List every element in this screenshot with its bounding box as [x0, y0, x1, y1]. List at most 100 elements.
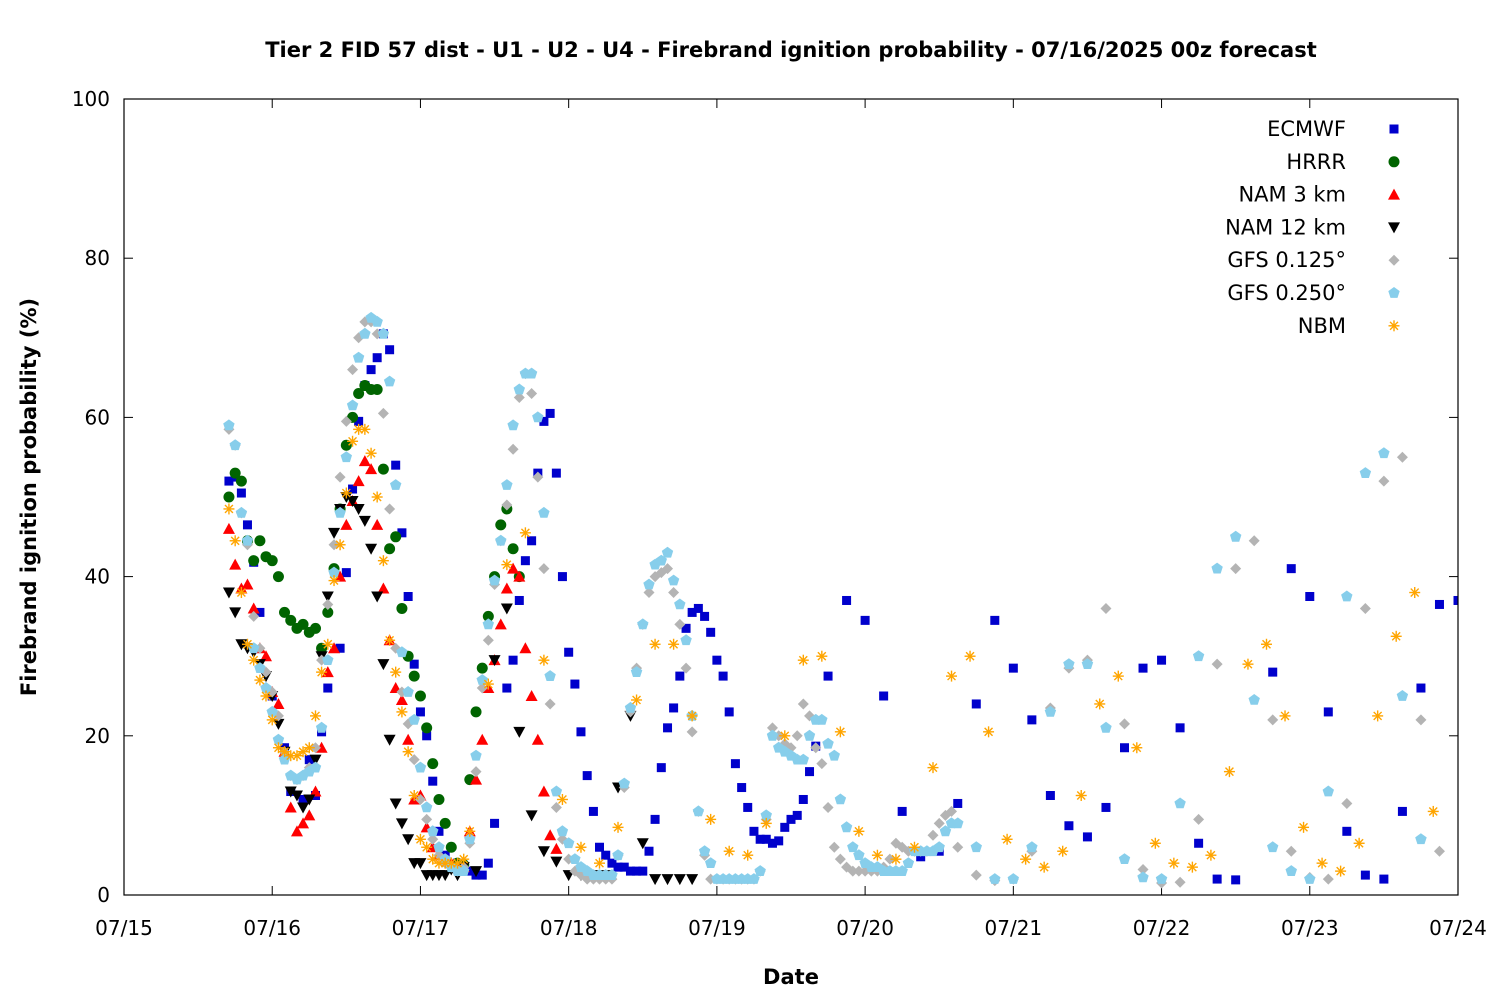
data-point-nbm [538, 654, 550, 666]
x-tick-label: 07/21 [985, 916, 1043, 940]
data-point-hrrr [310, 622, 322, 634]
data-point-ecmwf [508, 655, 518, 665]
legend-symbol-ecmwf [1389, 124, 1399, 134]
data-point-gfs-0-250 [507, 419, 519, 431]
data-point-ecmwf [1008, 663, 1018, 673]
legend-label: GFS 0.250° [1227, 281, 1346, 305]
data-point-nam-3-km [476, 733, 489, 745]
data-point-ecmwf [1305, 592, 1315, 601]
legend: ECMWF HRRR NAM 3 km NAM 12 km GFS 0.125° GFS … [1225, 117, 1400, 338]
data-point-gfs-0-250 [482, 618, 494, 630]
data-point-gfs-0-250 [853, 849, 865, 861]
legend-item-nam-3-km: NAM 3 km [1238, 183, 1400, 207]
data-point-gfs-0-250 [1267, 841, 1279, 853]
data-point-hrrr [371, 384, 383, 396]
data-point-nam-3-km [494, 618, 507, 630]
data-point-hrrr [279, 606, 291, 618]
data-point-nam-12-km [377, 659, 390, 671]
x-tick-label: 07/18 [540, 916, 598, 940]
data-point-nbm [334, 539, 346, 551]
data-point-gfs-0-125 [421, 813, 433, 825]
data-point-hrrr [482, 610, 494, 622]
data-point-nam-12-km [229, 607, 242, 619]
data-point-gfs-0-250 [624, 701, 637, 713]
data-point-nbm [612, 821, 624, 833]
data-point-gfs-0-250 [989, 873, 1001, 884]
data-point-gfs-0-250 [661, 546, 674, 558]
data-point-gfs-0-125 [946, 805, 958, 817]
data-point-ecmwf [335, 643, 345, 653]
y-tick-label: 20 [85, 724, 110, 748]
data-point-ecmwf [391, 460, 401, 470]
data-point-ecmwf [1120, 743, 1129, 753]
data-point-nbm [248, 654, 260, 666]
data-point-ecmwf [644, 846, 654, 856]
data-point-nbm [279, 746, 291, 758]
data-point-ecmwf [718, 671, 728, 681]
data-point-nbm [254, 674, 266, 686]
data-point-gfs-0-125 [1415, 714, 1427, 726]
data-point-nbm [328, 575, 340, 587]
data-point-gfs-0-125 [414, 793, 426, 805]
data-point-nbm [464, 825, 476, 837]
data-point-gfs-0-125 [470, 766, 482, 778]
data-point-nbm [1335, 865, 1347, 877]
data-point-nbm [742, 849, 754, 861]
data-point-ecmwf [385, 345, 395, 355]
data-point-nbm [297, 746, 309, 758]
data-point-gfs-0-125 [1193, 813, 1205, 825]
data-point-gfs-0-250 [1230, 530, 1242, 542]
data-point-nbm [223, 503, 235, 515]
data-point-gfs-0-125 [334, 471, 346, 483]
data-point-ecmwf [255, 607, 265, 617]
data-point-ecmwf [1434, 599, 1444, 609]
data-point-ecmwf [520, 556, 530, 566]
data-point-nbm [1260, 638, 1272, 650]
data-point-ecmwf [625, 866, 635, 876]
data-point-ecmwf [971, 699, 981, 709]
data-point-nam-12-km [328, 527, 341, 539]
data-point-nam-3-km [328, 642, 341, 654]
data-point-nam-12-km [488, 655, 501, 667]
data-point-nbm [834, 726, 846, 738]
data-point-nam-12-km [222, 587, 235, 599]
data-point-gfs-0-125 [482, 634, 494, 646]
data-point-ecmwf [860, 615, 870, 625]
data-point-nbm [1131, 742, 1143, 754]
data-point-ecmwf [514, 595, 524, 605]
data-point-gfs-0-250 [402, 686, 414, 697]
data-point-gfs-0-125 [1378, 475, 1390, 487]
data-point-nbm [241, 638, 253, 650]
data-point-ecmwf [693, 603, 703, 613]
data-point-ecmwf [916, 852, 926, 862]
data-point-nam-3-km [402, 733, 415, 745]
data-point-hrrr [377, 463, 389, 475]
data-point-ecmwf [490, 818, 500, 828]
data-point-nam-3-km [358, 455, 371, 467]
data-point-gfs-0-250 [803, 729, 816, 741]
data-point-nbm [983, 726, 995, 738]
data-point-nbm [1186, 861, 1198, 873]
data-point-hrrr [322, 606, 334, 618]
x-tick-label: 07/15 [95, 916, 153, 940]
data-point-ecmwf [428, 776, 438, 786]
legend-label: NBM [1298, 314, 1346, 338]
data-point-gfs-0-250 [458, 865, 470, 876]
data-point-nbm [371, 491, 383, 503]
data-point-nam-12-km [636, 838, 649, 850]
data-point-nbm [964, 650, 976, 662]
data-point-gfs-0-250 [1359, 467, 1372, 478]
data-point-gfs-0-250 [322, 654, 334, 665]
data-point-nam-12-km [513, 726, 526, 738]
data-point-gfs-0-250 [847, 841, 859, 853]
data-point-ecmwf [700, 611, 710, 621]
data-point-nbm [871, 849, 883, 861]
data-point-gfs-0-125 [643, 587, 655, 599]
data-point-ecmwf [397, 528, 407, 538]
axes: 07/15 07/16 07/17 07/18 07/19 07/20 07/21 07/22… [72, 87, 1487, 940]
series-nam-12-km [222, 492, 699, 886]
data-point-nam-12-km [297, 802, 310, 814]
series-gfs-0-125 [223, 316, 1445, 889]
data-point-ecmwf [724, 707, 734, 717]
legend-symbol-hrrr [1388, 156, 1400, 168]
